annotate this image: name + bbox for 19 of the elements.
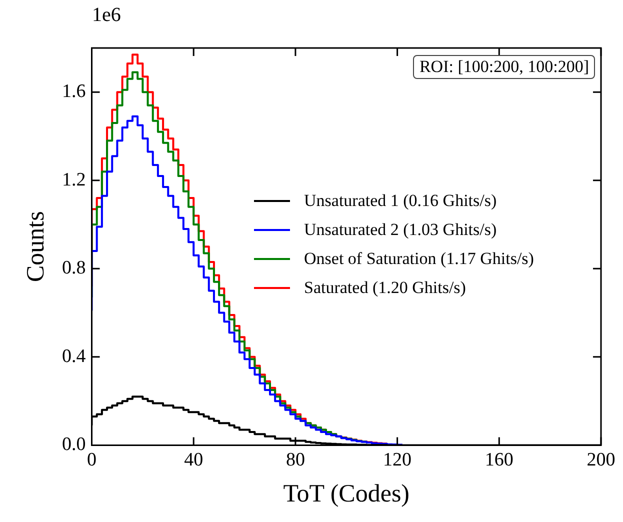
x-tick-label: 80 <box>286 450 305 471</box>
annotation: ROI: [100:200, 100:200] <box>413 55 595 79</box>
y-tick-label: 0.8 <box>62 258 86 279</box>
x-tick-label: 0 <box>87 450 96 471</box>
legend-label: Unsaturated 2 (1.03 Ghits/s) <box>304 220 497 240</box>
legend-label: Saturated (1.20 Ghits/s) <box>304 278 466 298</box>
x-tick-label: 200 <box>586 450 616 471</box>
y-tick-label: 1.6 <box>62 81 86 102</box>
legend-label: Unsaturated 1 (0.16 Ghits/s) <box>304 190 497 210</box>
x-tick-label: 160 <box>484 450 514 471</box>
x-axis-title: ToT (Codes) <box>283 480 410 508</box>
y-tick-label: 0.4 <box>62 346 86 367</box>
legend-label: Onset of Saturation (1.17 Ghits/s) <box>304 248 534 268</box>
y-tick-label: 1.2 <box>62 169 86 190</box>
x-tick-label: 40 <box>184 450 204 471</box>
text: 1e6 <box>92 4 121 27</box>
x-tick-label: 120 <box>383 450 412 471</box>
y-axis-title: Counts <box>22 211 50 282</box>
y-tick-label: 0.0 <box>62 434 86 456</box>
